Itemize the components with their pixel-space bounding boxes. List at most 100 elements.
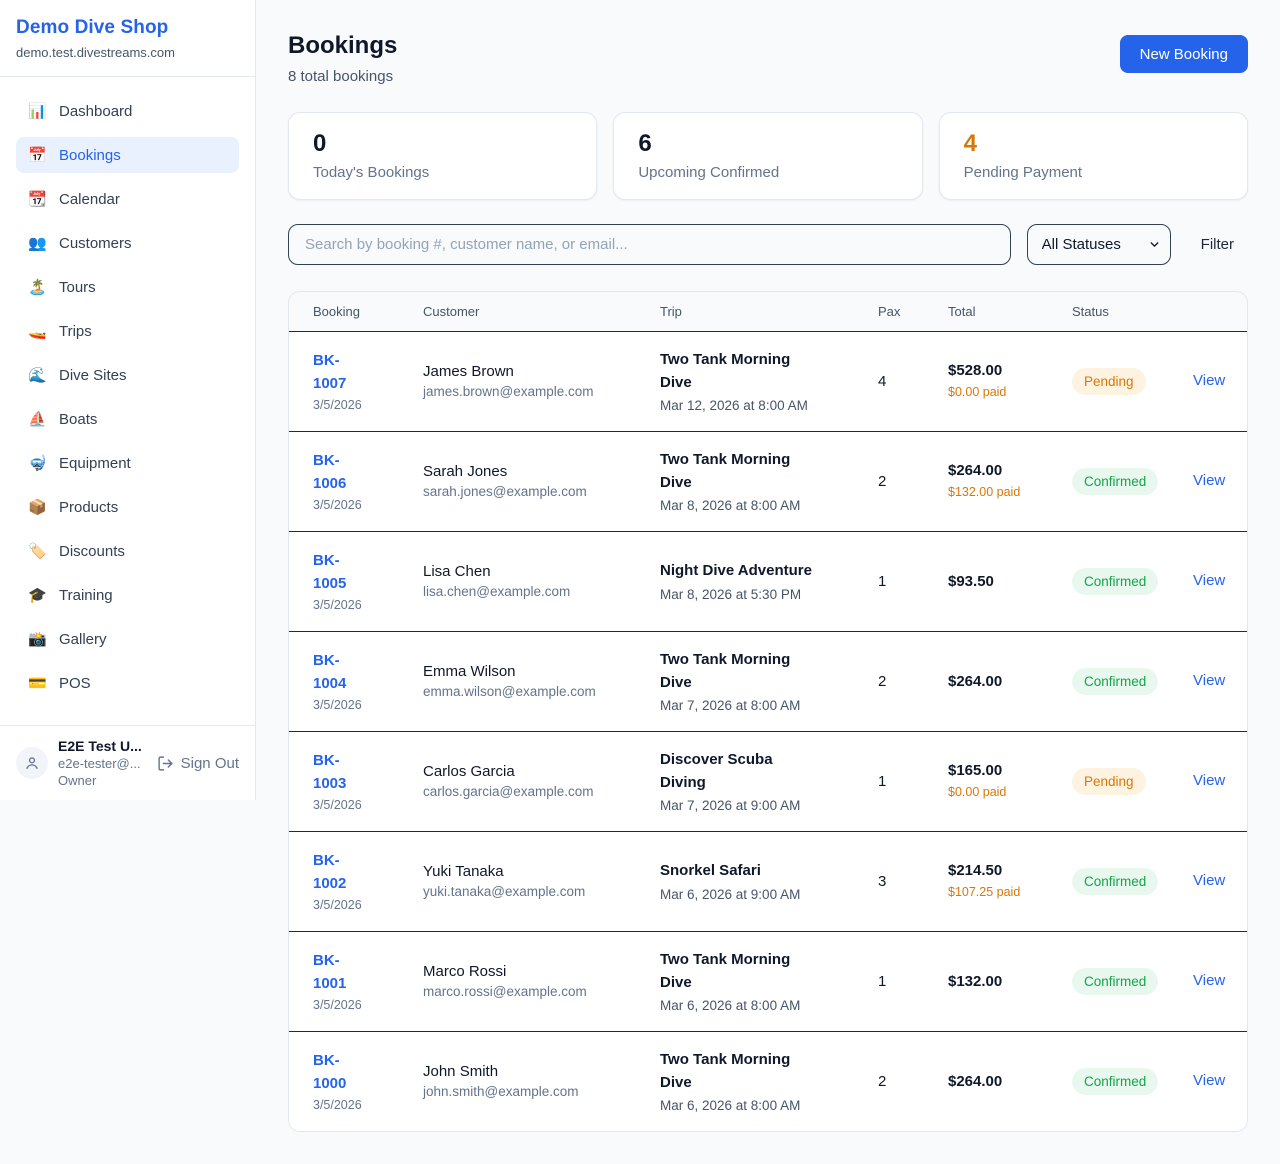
booking-date: 3/5/2026: [313, 1098, 362, 1113]
table-row: BK-1000 3/5/2026 John Smith john.smith@e…: [289, 1030, 1247, 1131]
sidebar-item-label: Dashboard: [59, 102, 133, 120]
sidebar-item-pos[interactable]: 💳 POS: [16, 665, 239, 701]
trip-datetime: Mar 8, 2026 at 5:30 PM: [660, 586, 802, 602]
filter-button[interactable]: Filter: [1187, 236, 1248, 253]
booking-date: 3/5/2026: [313, 798, 362, 813]
view-booking-link[interactable]: View: [1193, 572, 1226, 590]
user-email: e2e-tester@...: [58, 756, 141, 771]
customer-email: yuki.tanaka@example.com: [423, 884, 586, 900]
booking-date: 3/5/2026: [313, 998, 362, 1013]
status-badge: Confirmed: [1072, 467, 1159, 495]
actions-cell: View: [1193, 572, 1225, 590]
person-icon: [26, 757, 38, 769]
sidebar-item-training[interactable]: 🎓 Training: [16, 577, 239, 613]
booking-id-link[interactable]: BK-1003: [313, 752, 347, 792]
customer-email: sarah.jones@example.com: [423, 484, 587, 500]
status-filter-select[interactable]: All Statuses: [1026, 223, 1171, 265]
customer-email: emma.wilson@example.com: [423, 684, 596, 700]
table-row: BK-1001 3/5/2026 Marco Rossi marco.rossi…: [289, 930, 1247, 1031]
trip-name: Two Tank Morning Dive: [660, 451, 791, 491]
actions-cell: View: [1193, 472, 1225, 490]
col-header-booking: Booking: [313, 303, 360, 319]
booking-id-link[interactable]: BK-1006: [313, 452, 347, 492]
sidebar-item-label: Discounts: [59, 542, 125, 560]
table-row: BK-1003 3/5/2026 Carlos Garcia carlos.ga…: [289, 730, 1247, 831]
sidebar-item-boats[interactable]: ⛵ Boats: [16, 401, 239, 437]
col-header-status: Status: [1072, 303, 1109, 319]
table-row: BK-1004 3/5/2026 Emma Wilson emma.wilson…: [289, 630, 1247, 731]
status-cell: Confirmed: [1072, 667, 1193, 695]
view-booking-link[interactable]: View: [1193, 372, 1226, 390]
status-filter-wrap: All Statuses: [1026, 223, 1171, 265]
sidebar-item-calendar[interactable]: 📆 Calendar: [16, 181, 239, 217]
sign-out-button[interactable]: Sign Out: [157, 755, 239, 772]
actions-cell: View: [1193, 772, 1225, 790]
total-cell: $264.00: [948, 1073, 1072, 1090]
sidebar-item-trips[interactable]: 🚤 Trips: [16, 313, 239, 349]
bookings-table: Booking Customer Trip Pax Total Status B…: [288, 290, 1248, 1132]
sidebar-item-discounts[interactable]: 🏷️ Discounts: [16, 533, 239, 569]
sidebar-item-products[interactable]: 📦 Products: [16, 489, 239, 525]
booking-id-link[interactable]: BK-1001: [313, 952, 347, 992]
trip-datetime: Mar 12, 2026 at 8:00 AM: [660, 398, 808, 414]
table-row: BK-1002 3/5/2026 Yuki Tanaka yuki.tanaka…: [289, 830, 1247, 931]
customer-email: lisa.chen@example.com: [423, 584, 571, 600]
view-booking-link[interactable]: View: [1193, 672, 1226, 690]
page-header: Bookings 8 total bookings New Booking: [288, 32, 1248, 85]
sidebar-item-label: Bookings: [59, 146, 121, 164]
pax-value: 1: [878, 772, 887, 790]
customer-name: James Brown: [423, 363, 514, 381]
trip-cell: Night Dive Adventure Mar 8, 2026 at 5:30…: [660, 560, 878, 602]
search-input[interactable]: [288, 223, 1011, 265]
customer-name: Marco Rossi: [423, 963, 507, 981]
booking-cell: BK-1005 3/5/2026: [313, 550, 423, 612]
view-booking-link[interactable]: View: [1193, 872, 1226, 890]
trip-datetime: Mar 6, 2026 at 8:00 AM: [660, 1098, 801, 1114]
view-booking-link[interactable]: View: [1193, 972, 1226, 990]
total-amount: $93.50: [948, 572, 994, 590]
total-cell: $132.00: [948, 973, 1072, 990]
sidebar-item-customers[interactable]: 👥 Customers: [16, 225, 239, 261]
credit-card-icon: 💳: [28, 675, 47, 692]
stat-value: 4: [963, 130, 978, 157]
booking-id-link[interactable]: BK-1007: [313, 352, 347, 392]
trip-cell: Discover Scuba Diving Mar 7, 2026 at 9:0…: [660, 749, 878, 813]
package-icon: 📦: [28, 499, 47, 516]
actions-cell: View: [1193, 872, 1225, 890]
view-booking-link[interactable]: View: [1193, 472, 1226, 490]
customer-cell: Emma Wilson emma.wilson@example.com: [423, 663, 660, 699]
booking-cell: BK-1000 3/5/2026: [313, 1050, 423, 1112]
trip-datetime: Mar 7, 2026 at 9:00 AM: [660, 798, 801, 814]
total-amount: $132.00: [948, 972, 1003, 990]
sidebar-item-dive-sites[interactable]: 🌊 Dive Sites: [16, 357, 239, 393]
trip-datetime: Mar 6, 2026 at 9:00 AM: [660, 886, 801, 902]
booking-id-link[interactable]: BK-1005: [313, 552, 347, 592]
sidebar-item-tours[interactable]: 🏝️ Tours: [16, 269, 239, 305]
trip-datetime: Mar 6, 2026 at 8:00 AM: [660, 998, 801, 1014]
shop-header: Demo Dive Shop demo.test.divestreams.com: [0, 0, 255, 77]
status-badge: Confirmed: [1072, 967, 1159, 995]
booking-id-link[interactable]: BK-1000: [313, 1052, 347, 1092]
view-booking-link[interactable]: View: [1193, 1072, 1226, 1090]
sidebar-item-bookings[interactable]: 📅 Bookings: [16, 137, 239, 173]
trip-name: Two Tank Morning Dive: [660, 951, 791, 991]
sidebar-item-label: Equipment: [59, 454, 131, 472]
sidebar-item-gallery[interactable]: 📸 Gallery: [16, 621, 239, 657]
shop-subdomain: demo.test.divestreams.com: [16, 45, 175, 60]
sidebar-item-label: Boats: [59, 410, 98, 428]
view-booking-link[interactable]: View: [1193, 772, 1226, 790]
log-out-icon: [158, 755, 173, 771]
new-booking-button[interactable]: New Booking: [1119, 35, 1248, 73]
status-cell: Pending: [1072, 767, 1193, 795]
booking-date: 3/5/2026: [313, 898, 362, 913]
status-cell: Confirmed: [1072, 467, 1193, 495]
status-badge: Pending: [1072, 367, 1146, 395]
sidebar-item-dashboard[interactable]: 📊 Dashboard: [16, 93, 239, 129]
booking-id-link[interactable]: BK-1004: [313, 652, 347, 692]
sidebar-item-label: Calendar: [59, 190, 120, 208]
sidebar-item-equipment[interactable]: 🤿 Equipment: [16, 445, 239, 481]
total-amount: $264.00: [948, 672, 1003, 690]
trip-name: Discover Scuba Diving: [660, 751, 773, 791]
camera-icon: 📸: [28, 631, 47, 648]
booking-id-link[interactable]: BK-1002: [313, 852, 347, 892]
